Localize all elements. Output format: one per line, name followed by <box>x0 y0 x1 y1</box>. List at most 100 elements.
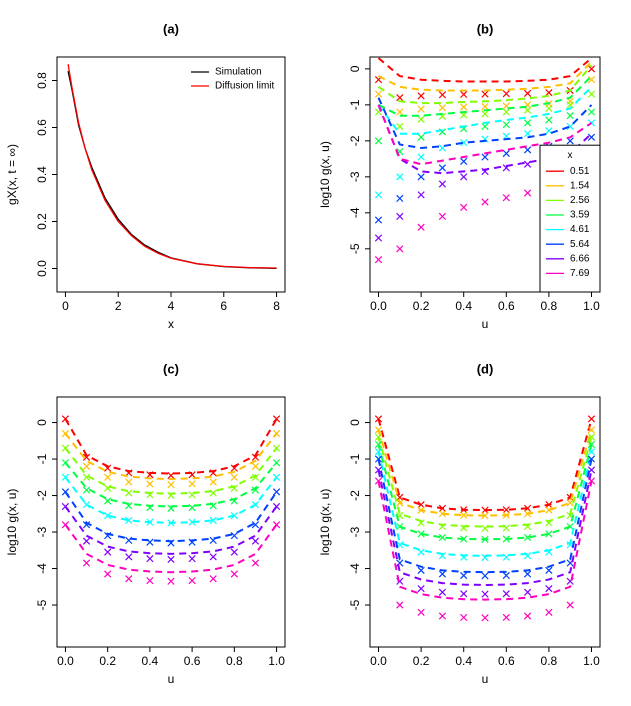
marker <box>481 103 489 111</box>
marker <box>374 466 383 474</box>
marker <box>251 473 260 481</box>
marker <box>460 90 468 99</box>
x-tick-label: 1.0 <box>583 299 600 313</box>
marker <box>545 116 553 124</box>
dashed-line <box>377 444 593 541</box>
dashed-line <box>378 75 593 117</box>
marker <box>396 601 404 609</box>
marker <box>566 101 574 109</box>
y-tick-label: -3 <box>35 526 49 537</box>
marker <box>188 555 196 563</box>
x-tick-label: 0 <box>62 299 69 313</box>
series-line <box>67 70 277 269</box>
marker <box>417 566 425 574</box>
y-tick-label: -3 <box>348 171 362 182</box>
dashed-line <box>377 97 593 150</box>
marker <box>374 216 383 224</box>
x-tick-label: 0.8 <box>541 654 558 668</box>
marker <box>125 478 133 486</box>
marker <box>502 590 510 598</box>
dashed-line <box>64 447 278 495</box>
x-tick-label: 0.2 <box>413 299 430 313</box>
marker <box>251 486 260 494</box>
marker <box>251 537 260 545</box>
marker <box>209 575 217 583</box>
marker <box>523 146 532 154</box>
marker <box>82 559 91 567</box>
plot-area <box>67 63 277 269</box>
legend-label: 6.66 <box>570 253 590 264</box>
marker <box>502 613 510 622</box>
marker <box>230 570 238 578</box>
marker <box>167 480 175 489</box>
marker <box>566 122 574 131</box>
y-axis-label: gX(x, t = ∞) <box>5 144 19 205</box>
y-tick-label: 0 <box>35 419 49 426</box>
marker <box>125 553 133 561</box>
x-tick-label: 0.6 <box>498 299 515 313</box>
marker <box>460 103 468 111</box>
marker <box>502 194 510 202</box>
marker <box>251 559 260 567</box>
x-tick-label: 0.0 <box>57 654 74 668</box>
x-tick-label: 0.2 <box>413 654 430 668</box>
y-tick-label: 0.6 <box>35 119 49 136</box>
marker <box>502 108 510 116</box>
marker <box>104 548 112 556</box>
marker <box>587 433 596 441</box>
marker <box>209 516 217 524</box>
y-tick-label: -5 <box>348 599 362 610</box>
plot-area <box>61 415 281 585</box>
dashed-line <box>377 86 593 135</box>
dashed-line <box>377 57 593 83</box>
marker <box>188 576 196 585</box>
x-tick-label: 0.0 <box>370 654 387 668</box>
marker <box>396 493 404 501</box>
y-tick-label: -1 <box>348 99 362 110</box>
marker <box>460 157 468 165</box>
plot-area <box>374 415 596 622</box>
marker <box>167 577 175 585</box>
y-tick-label: -4 <box>348 207 362 218</box>
y-tick-label: 0.2 <box>35 213 49 230</box>
marker <box>438 533 447 542</box>
dashed-line <box>377 480 593 601</box>
x-tick-label: 1.0 <box>268 654 285 668</box>
y-tick-label: -5 <box>348 243 362 254</box>
marker <box>523 612 532 620</box>
marker <box>417 153 425 161</box>
marker <box>481 614 489 622</box>
legend-label: 5.64 <box>570 239 590 250</box>
marker <box>566 499 574 507</box>
legend-label: 3.59 <box>570 210 590 221</box>
marker <box>460 613 468 622</box>
marker <box>545 608 553 616</box>
marker <box>82 473 91 481</box>
legend-label: Diffusion limit <box>215 81 274 92</box>
dashed-line <box>64 524 278 574</box>
marker <box>396 245 404 253</box>
marker <box>125 516 133 524</box>
marker <box>502 571 510 580</box>
x-tick-label: 0.8 <box>541 299 558 313</box>
dashed-line <box>377 451 593 557</box>
marker <box>82 462 91 470</box>
marker <box>146 555 154 563</box>
x-tick-label: 0.6 <box>498 654 515 668</box>
marker <box>167 555 175 564</box>
y-tick-label: -2 <box>348 490 362 501</box>
legend-label: 2.56 <box>570 195 590 206</box>
marker <box>545 127 553 135</box>
marker <box>545 89 553 97</box>
marker <box>417 223 425 231</box>
marker <box>481 198 489 206</box>
marker <box>587 108 596 116</box>
marker <box>417 530 425 538</box>
marker <box>545 584 553 593</box>
marker <box>587 90 596 98</box>
legend-label: Simulation <box>215 67 262 78</box>
marker <box>82 521 91 529</box>
marker <box>417 173 425 181</box>
marker <box>146 480 154 488</box>
